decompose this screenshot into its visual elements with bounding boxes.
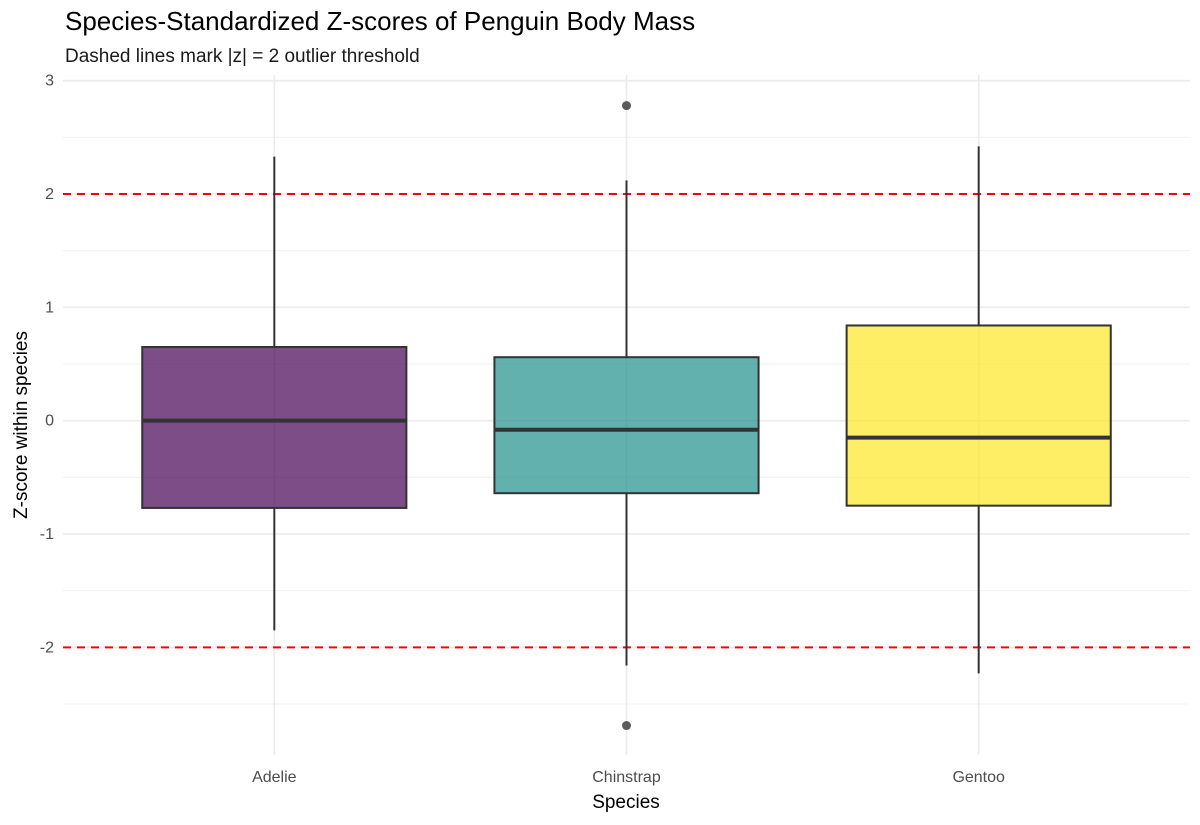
- iqr-box: [845, 324, 1112, 507]
- chart-subtitle: Dashed lines mark |z| = 2 outlier thresh…: [65, 46, 420, 67]
- x-tick-labels: Adelie Chinstrap Gentoo: [252, 769, 1005, 786]
- box-chinstrap: [493, 101, 760, 731]
- y-tick-labels: -2 -1 0 1 2 3: [40, 73, 54, 657]
- outlier-point: [622, 101, 631, 111]
- y-tick-label: -2: [40, 639, 54, 656]
- y-tick-label: 1: [45, 299, 54, 316]
- y-axis-title: Z-score within species: [11, 331, 32, 519]
- box-gentoo: [845, 146, 1112, 674]
- x-axis-title: Species: [592, 792, 660, 813]
- x-tick-label: Adelie: [252, 769, 297, 786]
- x-tick-label: Gentoo: [952, 769, 1005, 786]
- box-layer: [141, 101, 1112, 731]
- y-tick-label: 0: [45, 413, 54, 430]
- y-tick-label: 3: [45, 73, 54, 90]
- box-adelie: [141, 156, 408, 631]
- chart-title: Species-Standardized Z-scores of Penguin…: [65, 6, 696, 36]
- y-tick-label: 2: [45, 186, 54, 203]
- iqr-box: [493, 356, 760, 495]
- y-tick-label: -1: [40, 526, 54, 543]
- x-tick-label: Chinstrap: [592, 769, 661, 786]
- iqr-box: [141, 346, 408, 509]
- outlier-point: [622, 721, 631, 731]
